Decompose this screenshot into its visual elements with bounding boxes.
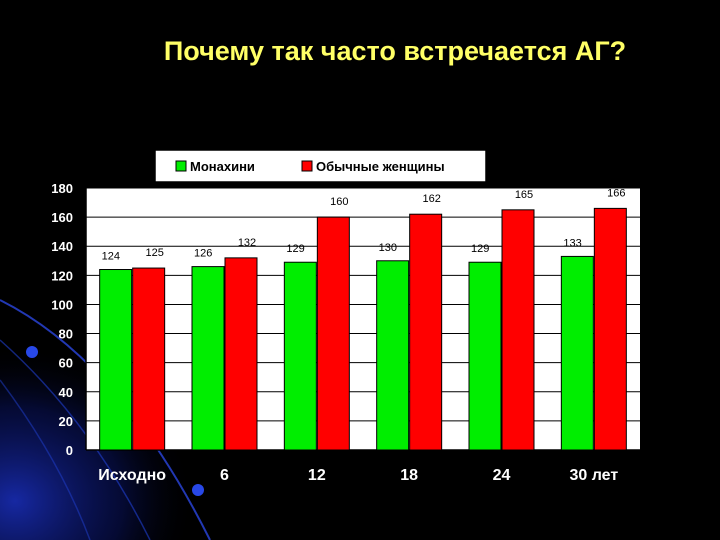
y-tick-label: 0 bbox=[66, 443, 73, 458]
slide-title: Почему так часто встречается АГ? bbox=[163, 36, 627, 66]
legend-swatch bbox=[301, 160, 313, 172]
bar bbox=[376, 260, 410, 451]
data-label: 126 bbox=[194, 248, 212, 260]
data-label: 130 bbox=[379, 242, 397, 254]
bar bbox=[316, 216, 350, 451]
x-tick-label: 24 bbox=[493, 467, 511, 484]
legend-box bbox=[154, 149, 487, 183]
data-label: 160 bbox=[330, 196, 348, 208]
legend-label: Монахини bbox=[190, 159, 255, 174]
x-tick-label: 30 лет bbox=[569, 467, 618, 484]
x-tick-label: 6 bbox=[220, 467, 229, 484]
data-label: 129 bbox=[471, 243, 489, 255]
legend: Монахини Обычные женщины bbox=[154, 149, 487, 183]
y-tick-label: 60 bbox=[59, 356, 73, 371]
bar bbox=[191, 266, 225, 451]
data-label: 129 bbox=[286, 243, 304, 255]
bar bbox=[283, 261, 317, 451]
y-tick-label: 180 bbox=[51, 181, 73, 196]
bar bbox=[224, 257, 258, 451]
legend-swatch bbox=[175, 160, 187, 172]
data-label: 133 bbox=[563, 237, 581, 249]
bar bbox=[409, 213, 443, 451]
data-label: 165 bbox=[515, 189, 533, 201]
data-label: 166 bbox=[607, 187, 625, 199]
x-tick-label: 12 bbox=[308, 467, 326, 484]
data-label: 125 bbox=[145, 247, 163, 259]
bar bbox=[501, 209, 535, 451]
y-tick-label: 40 bbox=[59, 385, 73, 400]
bar bbox=[468, 261, 502, 451]
decor-curve-2 bbox=[0, 339, 151, 540]
legend-label: Обычные женщины bbox=[316, 159, 445, 174]
y-tick-label: 20 bbox=[59, 414, 73, 429]
decor-dot-2 bbox=[192, 484, 204, 496]
bar bbox=[132, 267, 166, 451]
x-tick-label: 18 bbox=[400, 467, 418, 484]
decor-curve-3 bbox=[0, 379, 91, 540]
bar bbox=[593, 207, 627, 451]
bar bbox=[560, 255, 594, 451]
x-tick-label: Исходно bbox=[98, 467, 166, 484]
y-tick-label: 140 bbox=[51, 239, 73, 254]
plot-area bbox=[86, 188, 640, 450]
data-label: 124 bbox=[102, 251, 120, 263]
y-tick-label: 100 bbox=[51, 297, 73, 312]
decor-dot-1 bbox=[26, 346, 38, 358]
data-label: 132 bbox=[238, 237, 256, 249]
y-tick-label: 160 bbox=[51, 210, 73, 225]
data-label: 162 bbox=[422, 193, 440, 205]
y-tick-label: 80 bbox=[59, 327, 73, 342]
bar bbox=[99, 269, 133, 451]
y-tick-label: 120 bbox=[51, 268, 73, 283]
